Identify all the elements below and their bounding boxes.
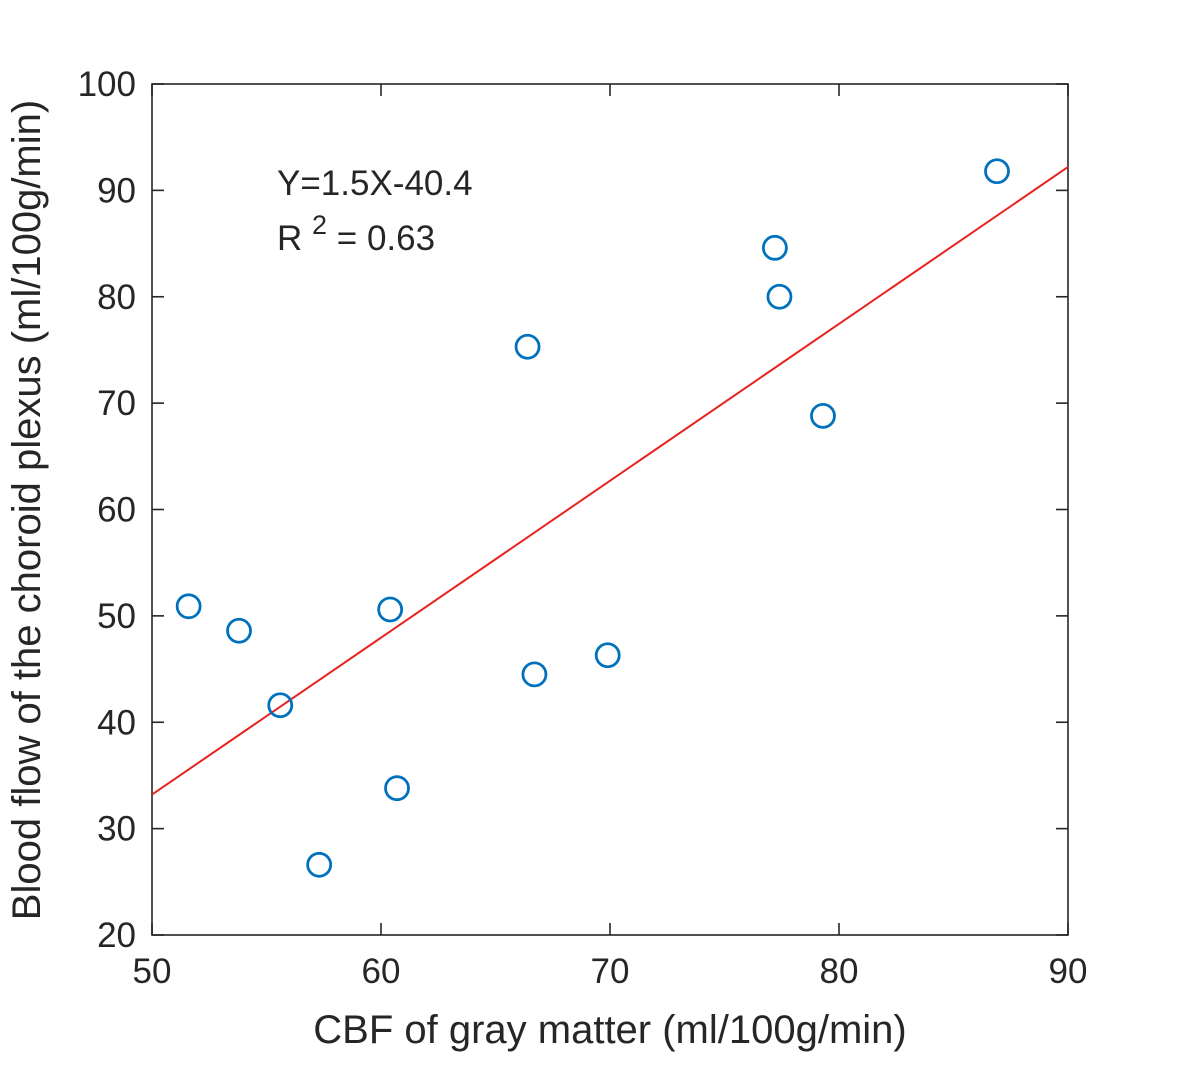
y-tick-label: 80	[97, 278, 136, 317]
y-tick-label: 20	[97, 916, 136, 955]
annotation-equation: Y=1.5X-40.4	[277, 164, 473, 203]
y-tick-label: 30	[97, 810, 136, 849]
y-tick-label: 90	[97, 171, 136, 210]
data-point	[377, 596, 404, 623]
data-point	[594, 642, 621, 669]
y-axis-label: Blood flow of the choroid plexus (ml/100…	[5, 100, 49, 920]
regression-line	[151, 166, 1069, 796]
data-point	[984, 158, 1010, 185]
tick-marks-layer	[151, 83, 1069, 936]
regression-line-layer	[151, 166, 1069, 796]
x-tick-label: 80	[820, 952, 859, 991]
x-tick-label: 90	[1049, 952, 1088, 991]
plot-border	[151, 83, 1069, 936]
data-point	[761, 234, 788, 261]
data-points-layer	[175, 158, 1010, 878]
x-tick-label: 50	[133, 952, 172, 991]
data-point	[306, 851, 333, 878]
data-point	[226, 617, 252, 644]
data-point	[766, 283, 793, 310]
x-tick-label: 70	[591, 952, 630, 991]
data-point	[384, 775, 410, 802]
y-tick-label: 40	[97, 703, 136, 742]
y-tick-label: 70	[97, 384, 136, 423]
annotation-r-squared: R 2 = 0.63	[277, 203, 435, 258]
data-point	[267, 692, 294, 719]
annotation-r-base: R	[277, 219, 302, 258]
data-point	[810, 402, 836, 429]
x-tick-label: 60	[362, 952, 401, 991]
y-tick-label: 60	[97, 491, 136, 530]
data-point	[175, 593, 202, 620]
tick-labels-layer: 50 60 70 80 90 20 30 40 50 60 70 80 90 100	[78, 65, 1088, 991]
annotation-r-value: = 0.63	[337, 219, 435, 258]
x-axis-label: CBF of gray matter (ml/100g/min)	[313, 1008, 907, 1052]
data-point	[521, 661, 548, 688]
annotation-r-superscript: 2	[312, 210, 327, 240]
y-tick-label: 50	[97, 597, 136, 636]
y-tick-label: 100	[78, 65, 136, 104]
data-point	[514, 333, 541, 360]
